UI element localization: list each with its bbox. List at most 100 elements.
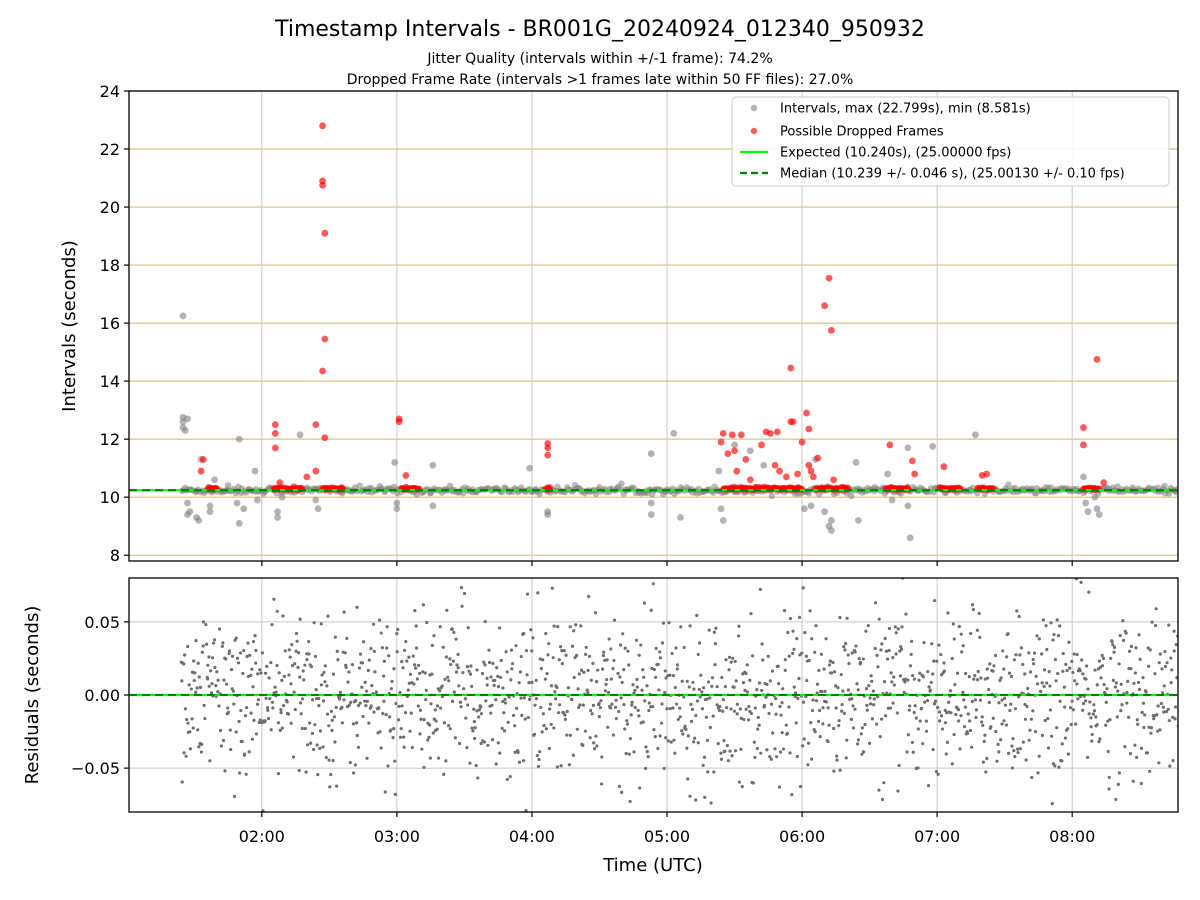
dropped-frame-point [821,302,828,310]
residual-point [1040,733,1045,737]
residual-point [1143,713,1147,717]
residual-point [300,697,305,701]
residual-point [530,649,534,653]
residual-point [454,637,458,641]
residual-point [645,684,649,688]
residual-point [997,750,1001,754]
interval-point [746,447,754,455]
residual-point [871,689,875,693]
residual-point [599,699,603,703]
residual-point [574,623,578,627]
interval-point [235,435,243,443]
residual-point [675,663,680,667]
residual-point [318,729,323,733]
residual-point [552,624,556,628]
residual-point [965,731,970,736]
residual-point [234,730,238,734]
residual-point [792,685,796,689]
residual-point [309,665,314,669]
residual-point [310,731,315,735]
residual-point [364,689,369,693]
residual-point [715,685,719,689]
residual-point [1092,703,1096,707]
residual-point [987,700,991,705]
residual-point [826,739,830,744]
residual-point [221,738,226,743]
residual-point [768,755,772,759]
residual-point [970,699,974,704]
residual-point [470,726,474,730]
residual-point [824,637,828,641]
residual-point [278,728,282,732]
residual-point [364,703,368,708]
residual-point [274,690,278,694]
residual-point [1054,679,1058,683]
residual-point [387,654,391,658]
residual-point [459,705,463,709]
residual-point [601,654,605,658]
residual-point [817,708,822,713]
residual-point [1081,701,1086,706]
residual-point [734,679,738,683]
residual-point [360,661,365,665]
residual-point [584,645,588,650]
residual-point [616,671,620,676]
residual-point [868,702,873,706]
residual-point [916,766,920,770]
x-axis-label: Time (UTC) [602,855,703,876]
residual-point [1033,729,1038,734]
residual-point [389,687,393,691]
residual-point [739,747,743,751]
residual-point [1119,708,1123,713]
residual-point [673,751,677,755]
residual-point [286,712,291,716]
residual-point [414,646,419,650]
residual-point [890,680,894,684]
residual-point [928,688,932,692]
residual-point [419,717,423,721]
residual-point [672,738,676,742]
residual-point [249,673,253,677]
residual-point [1016,750,1020,755]
residual-point [365,756,369,760]
residual-point [1079,580,1083,584]
residual-point [504,650,508,654]
residual-point [444,655,449,659]
residual-point [846,688,850,692]
residual-point [1155,713,1159,717]
residual-point [899,647,904,651]
residual-point [210,682,214,686]
residual-point [1032,651,1037,655]
residual-point [982,739,986,744]
residual-point [269,661,273,665]
residual-point [351,722,356,726]
residual-point [1008,708,1012,713]
residual-point [443,677,447,681]
interval-point [904,444,912,452]
residual-point [880,642,884,646]
residual-point [635,677,639,682]
residual-point [632,750,636,754]
residual-point [492,683,496,687]
residual-point [912,677,917,681]
residual-point [1053,657,1058,662]
residual-point [235,656,240,660]
dropped-frame-point [321,335,329,343]
residual-point [596,668,600,672]
residual-point [671,674,675,678]
residual-point [688,624,692,628]
residual-point [386,764,390,768]
residual-point [429,702,433,706]
residual-point [883,636,887,641]
residual-point [1125,690,1129,695]
residual-point [410,745,414,750]
residual-point [802,737,806,741]
residual-point [552,726,556,730]
residual-point [1040,652,1044,656]
residual-point [628,737,632,741]
residual-point [1133,743,1137,747]
residual-point [933,699,938,703]
residual-point [711,714,715,718]
residual-point [436,756,441,760]
